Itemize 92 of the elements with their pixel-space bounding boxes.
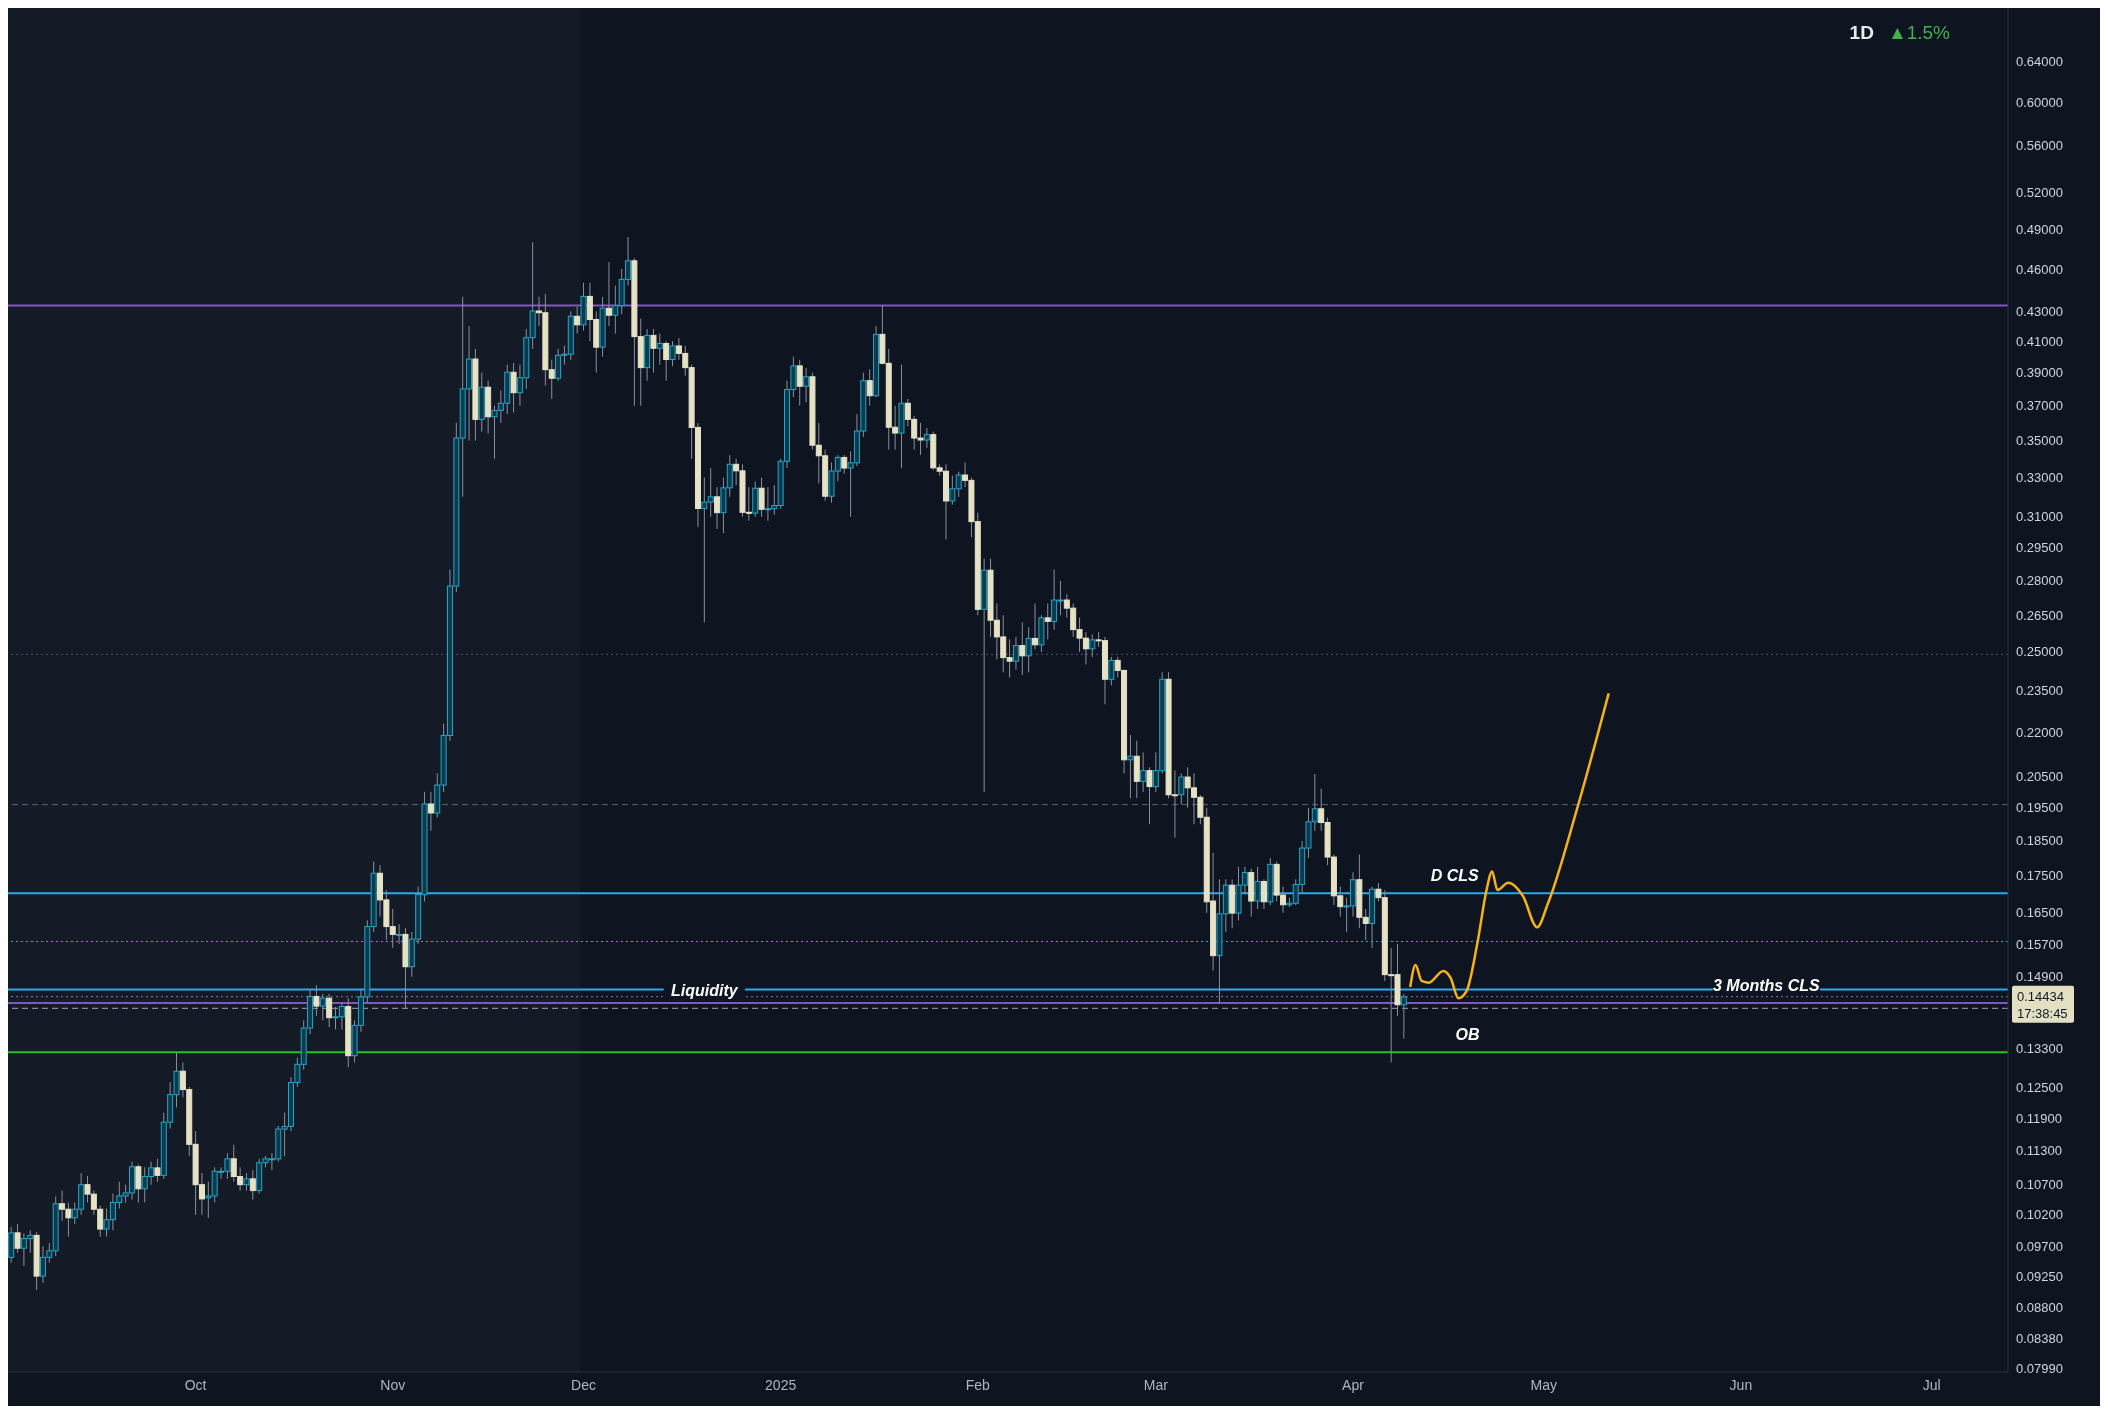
x-tick-label: Dec [571, 1376, 596, 1393]
candlestick [1019, 621, 1026, 676]
candlestick [427, 791, 434, 832]
annotation: D CLS [1430, 867, 1480, 885]
candlestick [396, 923, 403, 945]
annotation: OB [1455, 1026, 1480, 1044]
y-tick-label: 0.33000 [2016, 470, 2063, 486]
y-tick-label: 0.22000 [2016, 724, 2063, 740]
candlestick [1012, 636, 1019, 671]
y-tick-label: 0.64000 [2016, 54, 2063, 70]
candlestick [1146, 766, 1153, 825]
text: 17:38:45 [2017, 1005, 2068, 1021]
y-tick-label: 0.26500 [2016, 607, 2063, 623]
y-tick-label: 0.52000 [2016, 184, 2063, 200]
y-tick-label: 0.16500 [2016, 905, 2063, 921]
y-tick-label: 0.37000 [2016, 398, 2063, 414]
candlestick [1260, 878, 1267, 910]
x-tick-label: Feb [965, 1376, 991, 1393]
y-tick-label: 0.39000 [2016, 365, 2063, 381]
y-tick-label: 0.43000 [2016, 303, 2063, 319]
y-tick-label: 0.14900 [2016, 969, 2063, 985]
y-tick-label: 0.13300 [2016, 1040, 2063, 1056]
y-tick-label: 0.25000 [2016, 644, 2063, 660]
x-tick-label: Nov [380, 1376, 406, 1393]
y-tick-label: 0.08380 [2016, 1330, 2063, 1346]
candlestick [326, 993, 333, 1028]
text: ▲1.5% [1887, 22, 1950, 44]
candlestick [1127, 734, 1134, 799]
candlestick [1032, 602, 1039, 650]
y-tick-label: 0.15700 [2016, 936, 2063, 952]
y-tick-label: 0.18500 [2016, 833, 2063, 849]
candlestick [510, 362, 517, 413]
y-tick-label: 0.17500 [2016, 868, 2063, 884]
candlestick [866, 368, 873, 407]
y-tick-label: 0.28000 [2016, 573, 2063, 589]
candlestick [803, 367, 810, 403]
candlestick [841, 454, 848, 475]
y-tick-label: 0.09250 [2016, 1268, 2063, 1284]
annotation: Liquidity [671, 982, 739, 1000]
y-tick-label: 0.31000 [2016, 509, 2063, 525]
x-tick-label: Jun [1729, 1376, 1753, 1393]
candlestick [796, 359, 803, 407]
text: 1D [1849, 22, 1874, 44]
candlestick [135, 1163, 142, 1204]
candlestick [313, 984, 320, 1017]
annotation: 3 Months CLS [1713, 977, 1820, 995]
line-series [1408, 692, 1610, 1000]
x-tick-label: Oct [184, 1376, 207, 1393]
x-tick-label: Mar [1143, 1376, 1169, 1393]
candlestick [319, 993, 326, 1021]
candlestick [656, 333, 663, 366]
x-tick-label: 2025 [765, 1376, 797, 1393]
candlestick [1089, 633, 1096, 658]
y-tick-label: 0.49000 [2016, 221, 2063, 237]
y-tick-label: 0.07990 [2016, 1360, 2063, 1376]
y-tick-label: 0.08800 [2016, 1300, 2063, 1316]
candlestick [14, 1223, 21, 1254]
y-tick-label: 0.11300 [2016, 1143, 2063, 1159]
candlestick [714, 486, 721, 530]
candlestick [758, 476, 765, 518]
y-tick-label: 0.20500 [2016, 769, 2063, 785]
candlestick [605, 261, 612, 327]
y-tick-label: 0.19500 [2016, 800, 2063, 816]
y-tick-label: 0.60000 [2016, 94, 2063, 110]
candlestick [154, 1158, 161, 1183]
candlestick [1254, 866, 1261, 910]
y-tick-label: 0.56000 [2016, 138, 2063, 154]
y-tick-label: 0.09700 [2016, 1238, 2063, 1254]
y-tick-label: 0.41000 [2016, 333, 2063, 349]
ref-line-label: 0.14434 [2017, 988, 2064, 1004]
candlestick [1140, 751, 1147, 793]
candlestick [1400, 993, 1407, 1040]
x-tick-label: Jul [1922, 1376, 1941, 1393]
y-tick-label: 0.10200 [2016, 1207, 2063, 1223]
y-tick-label: 0.23500 [2016, 683, 2063, 699]
y-tick-label: 0.29500 [2016, 540, 2063, 556]
candlestick [1044, 602, 1051, 640]
y-tick-label: 0.10700 [2016, 1177, 2063, 1193]
candlestick [1108, 656, 1115, 686]
y-tick-label: 0.46000 [2016, 261, 2063, 277]
candlestick [669, 340, 676, 367]
candlestick [923, 427, 930, 449]
y-tick-label: 0.11900 [2016, 1110, 2063, 1126]
candlestick [650, 328, 657, 374]
candlestick [663, 340, 670, 382]
x-tick-label: Apr [1342, 1376, 1365, 1393]
y-tick-label: 0.35000 [2016, 433, 2063, 449]
x-tick-label: May [1530, 1376, 1557, 1393]
candlestick [1025, 626, 1032, 673]
candlestick [249, 1169, 256, 1201]
candlestick [574, 306, 581, 335]
y-tick-label: 0.12500 [2016, 1079, 2063, 1095]
